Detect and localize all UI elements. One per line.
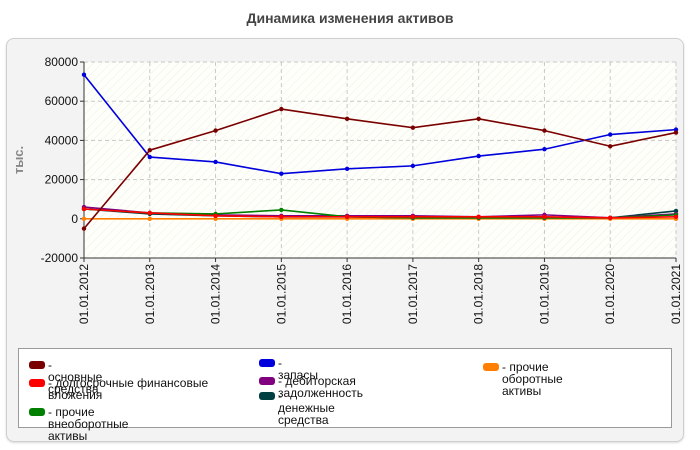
series-line bbox=[83, 74, 677, 175]
x-tick-label: 01.01.2019 bbox=[537, 264, 551, 324]
data-point bbox=[147, 216, 152, 221]
y-axis-label: тыс. bbox=[11, 146, 26, 174]
y-tick-label: 0 bbox=[71, 212, 78, 226]
data-point bbox=[81, 72, 87, 77]
data-point bbox=[410, 125, 416, 130]
y-tick-label: -20000 bbox=[41, 251, 79, 265]
legend-swatch bbox=[29, 408, 45, 416]
data-point bbox=[344, 166, 350, 172]
legend-swatch bbox=[259, 392, 275, 400]
legend-label: - денежные средства bbox=[278, 389, 335, 427]
x-tick-label: 01.01.2012 bbox=[77, 264, 91, 324]
data-point bbox=[476, 214, 481, 220]
legend-label: - долгосрочные финансовые вложения bbox=[48, 376, 209, 402]
data-point bbox=[147, 154, 152, 160]
data-point bbox=[81, 216, 87, 221]
chart-legend: - основные средства - долгосрочные финанс… bbox=[18, 348, 672, 442]
data-point bbox=[344, 214, 350, 220]
legend-label: - прочие внеоборотные активы bbox=[48, 405, 129, 443]
data-point bbox=[213, 213, 218, 219]
legend-swatch bbox=[259, 377, 275, 385]
x-tick-label: 01.01.2014 bbox=[209, 264, 223, 324]
legend-swatch bbox=[483, 363, 499, 371]
data-point bbox=[673, 214, 679, 220]
x-tick-label: 01.01.2020 bbox=[603, 264, 617, 324]
x-tick-label: 01.01.2021 bbox=[669, 264, 683, 324]
x-tick-label: 01.01.2015 bbox=[274, 264, 288, 324]
data-point bbox=[81, 226, 87, 231]
x-tick-label: 01.01.2016 bbox=[340, 264, 354, 324]
x-tick-label: 01.01.2017 bbox=[406, 264, 420, 324]
y-tick-label: 40000 bbox=[45, 133, 79, 147]
data-point bbox=[279, 214, 284, 220]
x-tick-label: 01.01.2013 bbox=[143, 264, 157, 324]
data-point bbox=[147, 210, 152, 216]
y-tick-label: 80000 bbox=[45, 55, 79, 69]
legend-label: - дебиторская задолженность bbox=[278, 374, 363, 400]
data-point bbox=[213, 128, 218, 133]
plot-hatch bbox=[84, 62, 676, 258]
data-point bbox=[279, 207, 284, 213]
x-tick-label: 01.01.2018 bbox=[472, 264, 486, 324]
data-point bbox=[542, 214, 547, 220]
data-point bbox=[410, 214, 416, 220]
chart-title: Динамика изменения активов bbox=[246, 10, 454, 26]
chart-plot: -20000 0 20000 40000 60000 80000 01.01.2012 01.… bbox=[11, 55, 683, 324]
data-point bbox=[279, 171, 284, 176]
data-point bbox=[213, 159, 218, 165]
y-tick-label: 60000 bbox=[45, 94, 79, 108]
data-point bbox=[344, 116, 350, 122]
data-point bbox=[476, 153, 481, 159]
data-point bbox=[673, 130, 679, 135]
y-tick-label: 20000 bbox=[45, 173, 79, 187]
data-point bbox=[542, 147, 547, 152]
data-point bbox=[147, 148, 152, 153]
legend-label: - запасы bbox=[278, 356, 318, 382]
legend-label: - основные средства bbox=[48, 358, 103, 396]
data-point bbox=[279, 106, 284, 112]
series-line bbox=[83, 208, 677, 219]
data-point bbox=[608, 215, 613, 221]
data-point bbox=[410, 163, 416, 169]
legend-label: - прочие оборотные активы bbox=[502, 360, 563, 398]
data-point bbox=[542, 128, 547, 133]
legend-swatch bbox=[29, 361, 45, 369]
data-point bbox=[476, 116, 481, 122]
series-line bbox=[83, 108, 677, 230]
data-point bbox=[608, 132, 613, 137]
legend-swatch bbox=[259, 359, 275, 367]
data-point bbox=[608, 144, 613, 149]
data-point bbox=[81, 206, 87, 212]
legend-swatch bbox=[29, 379, 45, 387]
